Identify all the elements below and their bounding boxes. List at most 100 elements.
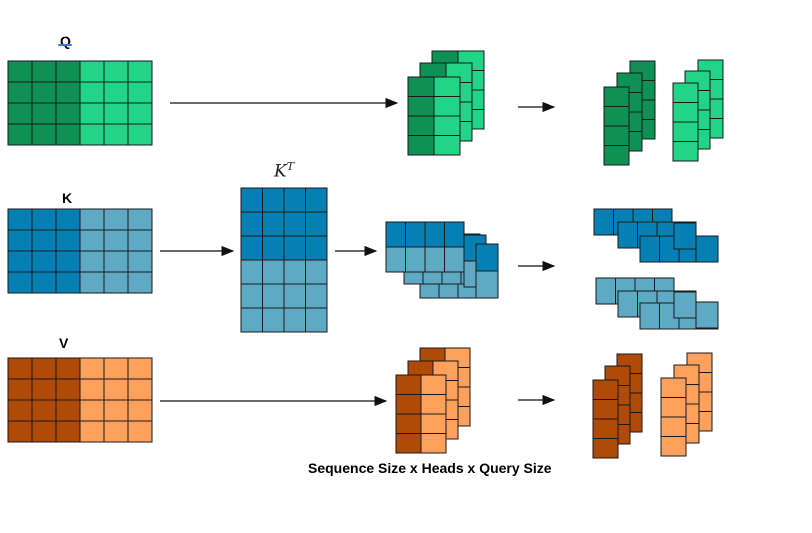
v-input-matrix-cell <box>79 420 105 443</box>
k-input-matrix-cell <box>7 250 33 273</box>
q-head-light-layer-2-cell <box>672 82 699 103</box>
k-head-dark-side-2 <box>695 235 719 263</box>
k-input-matrix-cell <box>79 229 105 252</box>
k-transpose-matrix-cell <box>262 211 285 237</box>
k-input-matrix-cell <box>55 250 81 273</box>
k-split-stack-front-cell <box>385 221 406 248</box>
k-transpose-matrix-cell <box>240 259 263 285</box>
k-transpose-matrix-cell <box>240 307 263 333</box>
k-split-stack-side-2-cell <box>475 243 499 272</box>
v-input-matrix-cell <box>7 399 33 422</box>
k-input-matrix-cell <box>127 229 153 252</box>
k-head-light-side-1-cell <box>673 291 697 319</box>
k-transpose-matrix-cell <box>305 211 328 237</box>
v-split-stack-layer-2-cell <box>420 374 447 395</box>
q-input-matrix-cell <box>55 81 81 104</box>
k-input-matrix-cell <box>7 229 33 252</box>
k-input-matrix-cell <box>31 229 57 252</box>
k-input-matrix-cell <box>31 208 57 231</box>
shape-caption: Sequence Size x Heads x Query Size <box>308 460 552 476</box>
q-input-matrix-cell <box>103 60 129 83</box>
k-transpose-matrix-cell <box>262 283 285 309</box>
q-input-matrix-cell <box>79 60 105 83</box>
q-input-matrix-cell <box>31 81 57 104</box>
q-split-stack-layer-2-cell <box>433 115 461 136</box>
v-input-matrix-cell <box>7 378 33 401</box>
q-input-matrix-cell <box>103 81 129 104</box>
q-head-light-layer-2-cell <box>672 121 699 142</box>
q-head-dark-layer-2 <box>603 86 630 166</box>
q-head-light-layer-2 <box>672 82 699 162</box>
k-split-stack-front <box>385 221 465 273</box>
k-transpose-matrix-cell <box>262 259 285 285</box>
k-head-dark-row-2-cell <box>639 235 660 263</box>
k-transpose-matrix-cell <box>283 187 306 213</box>
v-head-light-layer-2-cell <box>660 397 687 418</box>
k-head-light-row-0-cell <box>595 277 616 305</box>
k-input-matrix-cell <box>103 250 129 273</box>
q-input-matrix-cell <box>55 123 81 146</box>
q-head-light-layer-2-cell <box>672 102 699 123</box>
k-head-dark-row-1-cell <box>617 221 638 249</box>
k-head-light-row-2-cell <box>639 302 660 330</box>
v-split-stack-layer-2-cell <box>420 413 447 434</box>
k-input-matrix-cell <box>55 271 81 294</box>
q-head-dark-layer-2-cell <box>603 106 630 127</box>
k-head-dark-row-0-cell <box>593 208 614 236</box>
q-input-matrix-cell <box>103 102 129 125</box>
k-transpose-matrix-cell <box>305 283 328 309</box>
q-input-matrix-cell <box>7 60 33 83</box>
k-input-matrix-cell <box>103 208 129 231</box>
v-head-light-layer-2-cell <box>660 377 687 398</box>
q-input-matrix-cell <box>7 102 33 125</box>
q-input-matrix-cell <box>127 102 153 125</box>
k-transpose-label: KT <box>274 160 294 182</box>
q-split-stack-layer-2 <box>407 76 461 156</box>
k-transpose-matrix <box>240 187 328 333</box>
q-head-dark-layer-2-cell <box>603 145 630 166</box>
v-input-matrix-cell <box>7 357 33 380</box>
k-split-stack-front-cell <box>405 246 426 273</box>
v-input-matrix-cell <box>55 399 81 422</box>
k-transpose-matrix-cell <box>283 307 306 333</box>
q-head-light-layer-2-cell <box>672 141 699 162</box>
q-input-matrix-cell <box>55 60 81 83</box>
k-input-matrix-cell <box>31 271 57 294</box>
q-input-matrix <box>7 60 153 146</box>
v-split-stack-layer-2-cell <box>395 394 422 415</box>
k-transpose-matrix-cell <box>305 235 328 261</box>
k-transpose-matrix-cell <box>305 259 328 285</box>
q-input-matrix-cell <box>31 102 57 125</box>
k-transpose-matrix-cell <box>240 187 263 213</box>
v-input-matrix-cell <box>103 420 129 443</box>
v-head-dark-layer-2-cell <box>592 438 619 459</box>
q-input-matrix-cell <box>127 123 153 146</box>
k-transpose-matrix-cell <box>240 283 263 309</box>
v-split-stack-layer-2-cell <box>420 394 447 415</box>
k-transpose-matrix-cell <box>262 307 285 333</box>
q-input-matrix-cell <box>127 81 153 104</box>
k-input-matrix-cell <box>103 229 129 252</box>
k-transpose-matrix-cell <box>283 259 306 285</box>
q-input-matrix-cell <box>31 123 57 146</box>
v-split-stack-layer-2-cell <box>395 413 422 434</box>
q-split-stack-layer-2-cell <box>433 135 461 156</box>
v-split-stack-layer-2 <box>395 374 447 454</box>
k-head-light-side-1 <box>673 291 697 319</box>
v-label: V <box>59 335 69 351</box>
q-input-matrix-cell <box>7 81 33 104</box>
k-split-stack-front-cell <box>444 221 465 248</box>
v-input-matrix-cell <box>31 399 57 422</box>
k-transpose-superscript: T <box>286 160 295 173</box>
v-input-matrix-cell <box>55 420 81 443</box>
q-label-underline <box>58 44 72 46</box>
v-input-matrix-cell <box>127 420 153 443</box>
q-input-matrix-cell <box>7 123 33 146</box>
q-input-matrix-cell <box>79 123 105 146</box>
q-split-stack-layer-2-cell <box>433 96 461 117</box>
v-split-stack-layer-2-cell <box>395 374 422 395</box>
k-split-stack-side-2 <box>475 243 499 299</box>
k-transpose-base: K <box>274 161 287 182</box>
v-head-dark-layer-2 <box>592 379 619 459</box>
k-input-matrix-cell <box>79 208 105 231</box>
